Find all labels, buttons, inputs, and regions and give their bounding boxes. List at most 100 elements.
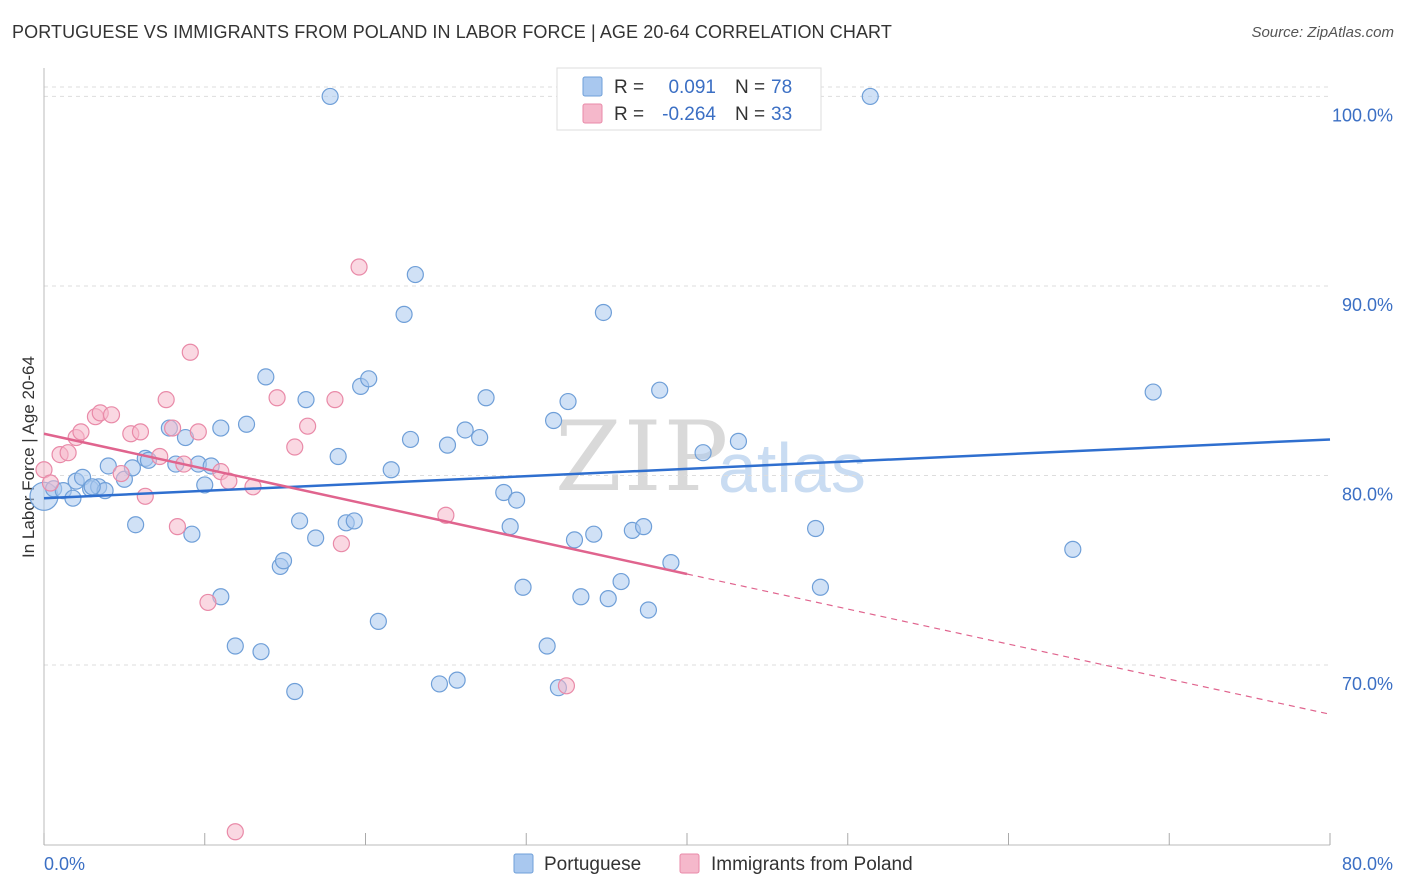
poland-point (157, 391, 175, 409)
portuguese-trend-line (43, 438, 1331, 500)
series-portuguese (29, 87, 1162, 701)
y-tick-labels: 70.0% 80.0% 90.0% 100.0% (1332, 105, 1393, 694)
portuguese-point (196, 476, 214, 494)
poland-point (226, 823, 244, 841)
portuguese-point (694, 444, 712, 462)
portuguese-point (274, 552, 293, 570)
portuguese-point (612, 572, 630, 591)
poland-point (557, 677, 576, 695)
portuguese-point (538, 637, 556, 655)
poland-point (326, 391, 344, 409)
poland-point (286, 438, 304, 456)
bottom-legend-label-poland: Immigrants from Poland (711, 854, 913, 875)
portuguese-point (406, 265, 424, 284)
portuguese-point (1144, 383, 1162, 401)
poland-point (41, 474, 60, 492)
poland-point (181, 343, 199, 361)
poland-point (102, 406, 121, 424)
portuguese-point (729, 432, 748, 450)
poland-point (168, 518, 187, 536)
portuguese-point (456, 421, 474, 439)
portuguese-point (634, 518, 653, 536)
legend-n-label-2: N = (735, 104, 765, 125)
portuguese-point (565, 531, 584, 549)
chart-source: Source: ZipAtlas.com (1251, 24, 1394, 41)
x-ticks (43, 833, 1331, 845)
legend-r-value-2: -0.264 (662, 104, 716, 125)
portuguese-point (329, 447, 347, 466)
portuguese-point (572, 588, 590, 606)
portuguese-point (382, 461, 400, 479)
poland-point (59, 444, 77, 462)
bottom-legend: Portuguese Immigrants from Poland (513, 853, 913, 875)
bottom-legend-swatch-poland (679, 853, 700, 874)
poland-point (299, 417, 317, 435)
trend-lines (43, 432, 1331, 715)
portuguese-point (360, 370, 378, 388)
portuguese-point (183, 525, 201, 543)
portuguese-point (252, 643, 270, 661)
portuguese-point (861, 87, 879, 106)
poland-point (131, 423, 150, 441)
y-tick-label: 70.0% (1342, 674, 1393, 694)
portuguese-point (395, 305, 413, 323)
portuguese-point (430, 675, 449, 693)
portuguese-point (501, 518, 519, 536)
portuguese-point (477, 389, 495, 407)
portuguese-point (83, 478, 101, 496)
portuguese-point (345, 512, 363, 530)
y-axis-label: In Labor Force | Age 20-64 (19, 356, 38, 558)
legend-n-value-2: 33 (771, 104, 792, 125)
x-tick-label-max: 80.0% (1342, 854, 1393, 874)
poland-point (189, 423, 207, 441)
grid-lines (44, 86, 1330, 666)
poland-point (112, 464, 130, 483)
portuguese-point (471, 428, 489, 447)
portuguese-point (559, 392, 577, 411)
portuguese-point (438, 436, 457, 454)
legend-swatch-poland (582, 103, 603, 124)
legend: R = 0.091 N = 78 R = -0.264 N = 33 (556, 67, 822, 131)
poland-trend-line-extrapolated (686, 573, 1331, 715)
portuguese-point (99, 457, 117, 475)
chart-title: PORTUGUESE VS IMMIGRANTS FROM POLAND IN … (12, 22, 892, 42)
portuguese-point (237, 415, 256, 433)
portuguese-point (594, 303, 613, 322)
poland-point (332, 535, 350, 553)
poland-trend-line (43, 432, 688, 576)
portuguese-point (226, 637, 244, 655)
portuguese-point (639, 601, 658, 619)
portuguese-point (401, 430, 420, 449)
portuguese-point (599, 590, 617, 608)
bottom-legend-label-portuguese: Portuguese (544, 854, 641, 875)
poland-point (72, 423, 90, 441)
portuguese-point (544, 411, 563, 430)
portuguese-point (585, 525, 603, 543)
legend-swatch-portuguese (582, 76, 603, 97)
portuguese-point (508, 491, 526, 509)
series-immigrants-from-poland (35, 258, 576, 841)
portuguese-point (806, 519, 825, 538)
portuguese-point (651, 381, 669, 399)
portuguese-point (297, 391, 315, 409)
portuguese-point (369, 612, 387, 630)
legend-r-label-1: R = (614, 77, 644, 98)
portuguese-point (448, 671, 466, 689)
poland-point (164, 419, 182, 437)
poland-point (199, 593, 217, 612)
legend-r-value-1: 0.091 (668, 77, 716, 98)
poland-point (437, 506, 455, 524)
bottom-legend-swatch-portuguese (513, 853, 534, 874)
portuguese-point (212, 419, 230, 437)
portuguese-point (495, 483, 513, 502)
legend-n-label-1: N = (735, 77, 765, 98)
poland-point (151, 447, 169, 466)
legend-r-label-2: R = (614, 104, 644, 125)
y-tick-label: 80.0% (1342, 484, 1393, 504)
poland-point (350, 258, 368, 276)
portuguese-point (321, 87, 339, 106)
y-tick-label: 90.0% (1342, 295, 1393, 315)
portuguese-point (307, 529, 325, 547)
portuguese-point (514, 578, 532, 596)
